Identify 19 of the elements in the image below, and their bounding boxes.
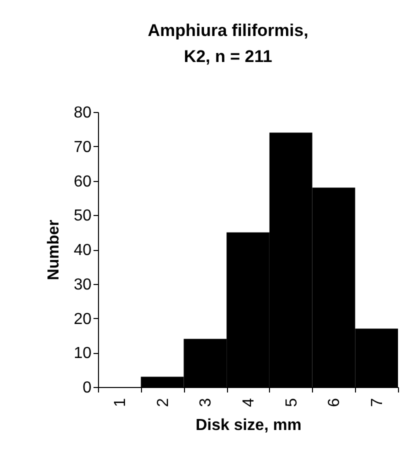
x-tick-label: 5	[283, 398, 300, 407]
y-tick-label: 0	[82, 380, 92, 396]
y-tick-label: 70	[74, 138, 92, 156]
y-tick-label: 80	[74, 104, 92, 122]
x-tick-label: 2	[154, 398, 172, 407]
x-tick-label: 3	[198, 398, 215, 407]
y-tick-label: 40	[74, 242, 92, 259]
x-axis-title: Disk size, mm	[196, 416, 302, 434]
y-tick-label: 60	[74, 173, 92, 190]
x-tick-label: 7	[369, 398, 386, 407]
x-tick-label: 1	[112, 398, 129, 407]
y-tick-label: 30	[74, 276, 92, 294]
x-tick-label: 6	[326, 398, 344, 407]
y-axis-title: Number	[46, 220, 63, 280]
y-tick-label: 20	[74, 310, 92, 328]
chart-title: Amphiura filiformis, K2, n = 211	[148, 21, 308, 66]
y-tick-label: 10	[74, 345, 92, 362]
y-tick-label: 50	[74, 208, 92, 225]
x-tick-label: 4	[240, 398, 258, 407]
